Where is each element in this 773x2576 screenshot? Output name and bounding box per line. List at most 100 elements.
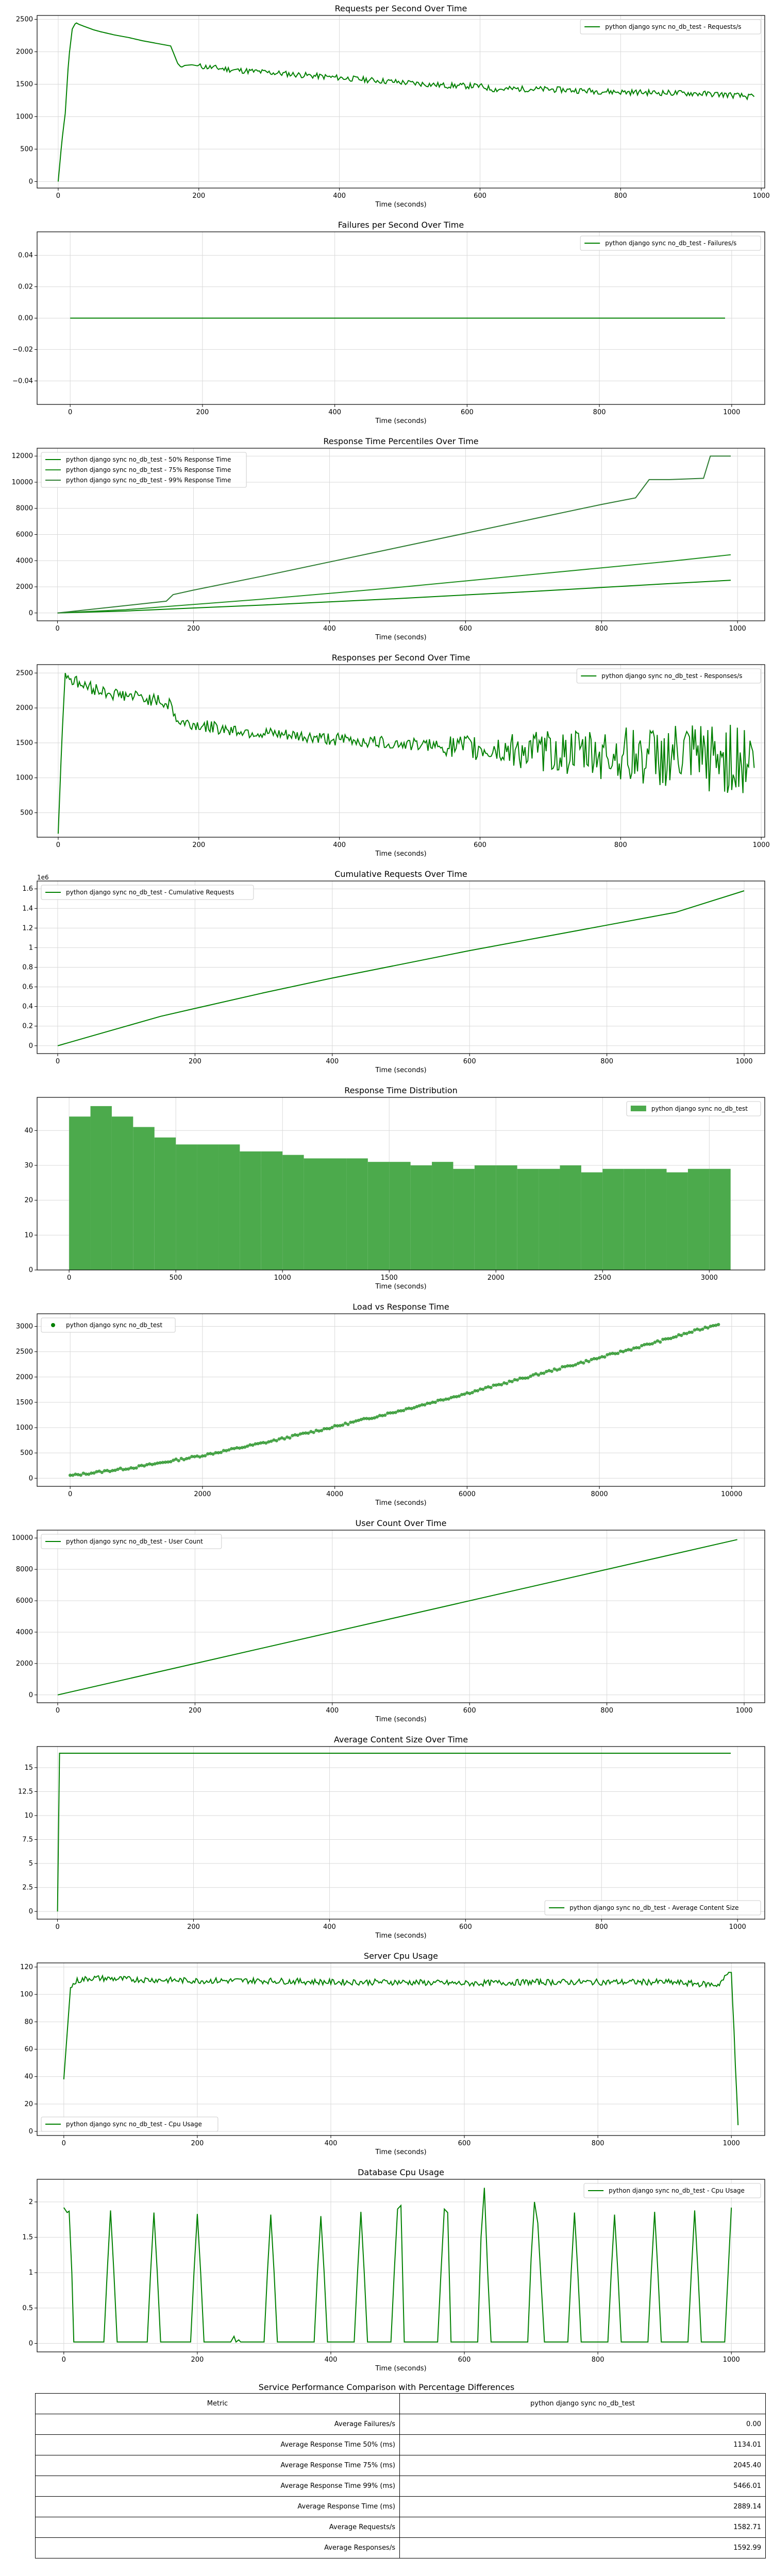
y-tick-label: −0.02	[12, 346, 33, 353]
metric-cell: Average Failures/s	[35, 2414, 400, 2435]
y-tick-label: 2000	[16, 48, 33, 56]
scatter-point	[100, 1470, 104, 1475]
x-tick-label: 200	[196, 409, 209, 416]
scatter-point	[695, 1327, 699, 1331]
scatter-point	[103, 1469, 107, 1472]
x-tick-label: 0	[68, 1490, 72, 1498]
scatter-point	[90, 1471, 93, 1475]
x-tick-label: 6000	[459, 1490, 476, 1498]
plot-frame	[37, 1962, 765, 2136]
x-tick-label: 0	[55, 1923, 59, 1931]
series-line	[63, 1972, 739, 2126]
scatter-point	[145, 1463, 149, 1467]
scatter-point	[288, 1436, 292, 1440]
y-tick-label: 1000	[16, 113, 33, 121]
scatter-point	[135, 1466, 138, 1470]
scatter-point	[214, 1451, 217, 1454]
scatter-point	[558, 1367, 562, 1371]
chart-title: Requests per Second Over Time	[335, 4, 467, 13]
scatter-point	[365, 1417, 368, 1420]
scatter-point	[431, 1400, 434, 1404]
x-tick-label: 600	[474, 192, 486, 200]
scatter-point	[603, 1355, 607, 1359]
scatter-point	[391, 1411, 395, 1415]
y-tick-label: 1.2	[22, 924, 33, 932]
x-tick-label: 800	[595, 625, 608, 633]
scatter-point	[436, 1398, 440, 1402]
plot-frame	[37, 231, 765, 405]
scatter-point	[386, 1411, 390, 1415]
scatter-point	[293, 1433, 297, 1437]
legend-box	[41, 452, 247, 488]
scatter-point	[71, 1473, 75, 1477]
scatter-point	[420, 1403, 424, 1406]
scatter-point	[561, 1365, 564, 1369]
scatter-point	[92, 1471, 96, 1475]
scatter-point	[470, 1391, 474, 1395]
scatter-point	[606, 1353, 609, 1357]
x-tick-label: 0	[56, 1707, 60, 1715]
series-line	[57, 673, 755, 834]
histogram-bar	[197, 1144, 219, 1270]
scatter-point	[650, 1342, 654, 1346]
scatter-point	[87, 1472, 91, 1476]
scatter-point	[706, 1326, 710, 1330]
x-tick-label: 1000	[753, 192, 770, 200]
scatter-point	[618, 1349, 623, 1353]
scatter-point	[568, 1364, 572, 1368]
plot-frame	[37, 1746, 765, 1920]
value-cell: 1134.01	[399, 2434, 766, 2455]
x-tick-label: 0	[68, 409, 72, 416]
x-tick-label: 0	[55, 625, 59, 633]
scatter-point	[375, 1415, 379, 1419]
x-tick-label: 3000	[701, 1274, 718, 1282]
scatter-point	[534, 1372, 538, 1376]
legend-box	[583, 2183, 761, 2198]
scatter-point	[182, 1458, 186, 1462]
x-tick-label: 400	[325, 2356, 338, 2364]
y-tick-label: 0	[29, 1042, 33, 1050]
x-tick-label: 400	[323, 1923, 336, 1931]
x-axis-label: Time (seconds)	[375, 850, 426, 858]
scatter-point	[158, 1461, 162, 1465]
legend-box	[580, 19, 761, 35]
y-tick-label: 100	[20, 1991, 33, 1998]
scatter-point	[407, 1406, 411, 1410]
x-tick-label: 800	[592, 2356, 604, 2364]
scatter-point	[111, 1469, 114, 1472]
scatter-point	[230, 1447, 233, 1450]
y-tick-label: 1500	[16, 80, 33, 88]
scatter-point	[174, 1458, 178, 1461]
scatter-point	[685, 1332, 688, 1335]
x-tick-label: 4000	[326, 1490, 343, 1498]
metric-cell: Average Requests/s	[35, 2517, 400, 2538]
x-tick-label: 400	[326, 1707, 339, 1715]
x-tick-label: 500	[170, 1274, 182, 1282]
legend-label: python django sync no_db_test - Response…	[601, 672, 742, 680]
scatter-point	[291, 1434, 294, 1437]
scatter-point	[513, 1378, 516, 1382]
scatter-point	[524, 1376, 527, 1380]
x-tick-label: 600	[463, 1707, 476, 1715]
table-row: Average Response Time (ms) 2889.14	[35, 2496, 766, 2517]
scatter-point	[648, 1342, 651, 1346]
y-tick-label: 1500	[16, 1399, 33, 1406]
chart-title: Response Time Distribution	[344, 1086, 458, 1095]
scatter-point	[68, 1473, 72, 1477]
histogram-bar	[154, 1137, 176, 1270]
legend-box	[41, 1317, 176, 1333]
scatter-point	[222, 1449, 226, 1452]
y-tick-label: 0	[29, 609, 33, 617]
scatter-point	[515, 1378, 519, 1382]
scatter-point	[455, 1395, 459, 1399]
y-tick-label: 10	[24, 1812, 33, 1820]
histogram-bar	[539, 1168, 560, 1270]
y-tick-label: 1	[29, 2269, 33, 2277]
value-cell: 2889.14	[399, 2496, 766, 2517]
scatter-point	[267, 1440, 271, 1444]
x-tick-label: 200	[192, 841, 205, 849]
scatter-point	[389, 1411, 392, 1415]
scatter-point	[148, 1462, 152, 1466]
x-tick-label: 400	[325, 2140, 338, 2147]
x-axis-label: Time (seconds)	[375, 201, 426, 209]
